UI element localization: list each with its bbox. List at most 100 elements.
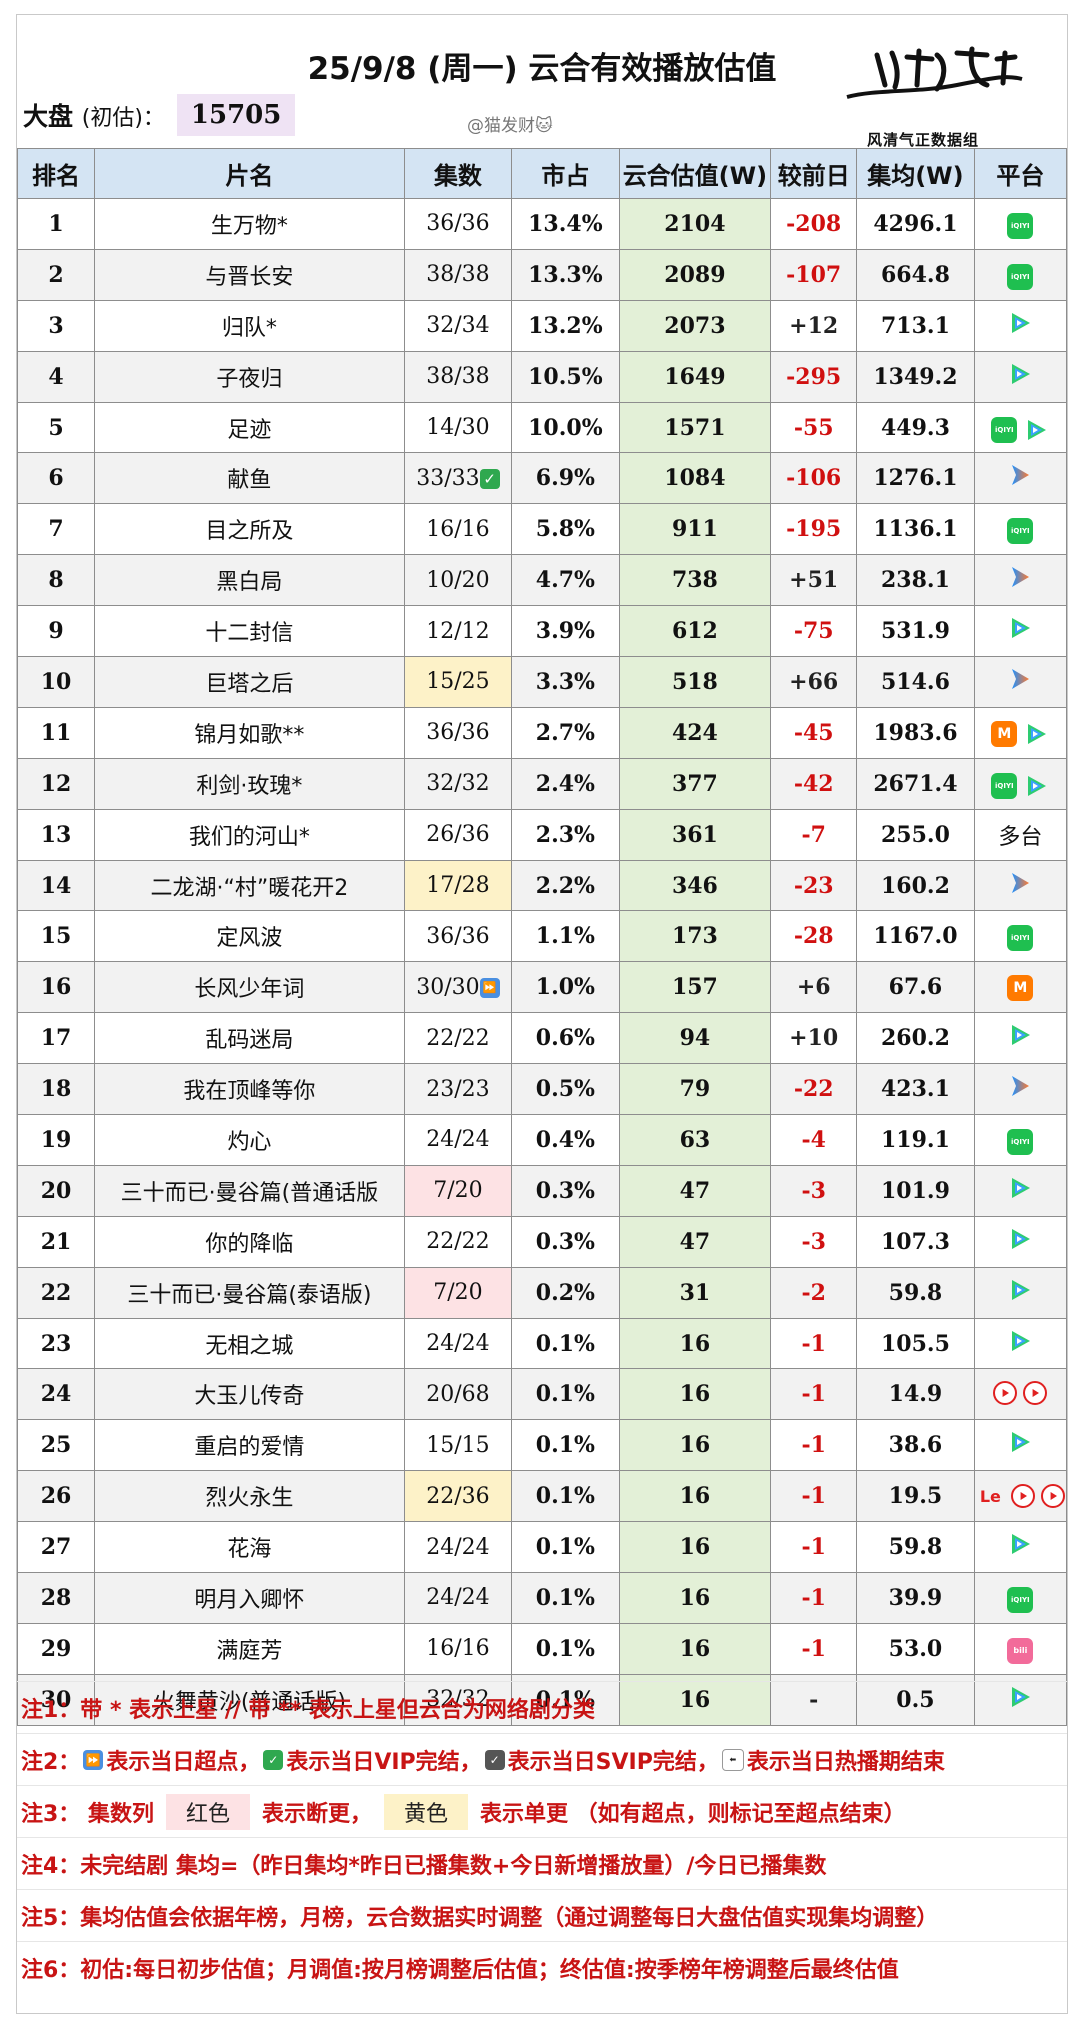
avg-cell: 53.0	[856, 1622, 975, 1675]
episodes-cell: 32/32	[403, 757, 513, 810]
fast-forward-icon: ⏩	[479, 977, 500, 998]
title-cell: 与晋长安	[94, 248, 405, 301]
iqiyi-icon: iQIYI	[1007, 518, 1034, 545]
change-cell: -55	[770, 401, 858, 454]
note-2-text-c: 表示当日SVIP完结，	[507, 1749, 719, 1775]
estimate-cell: 16	[618, 1673, 772, 1726]
avg-cell: 713.1	[856, 299, 975, 352]
share-cell: 0.1%	[511, 1622, 620, 1675]
rank-cell: 10	[16, 656, 96, 708]
rank-cell: 23	[16, 1317, 96, 1370]
change-cell: -1	[770, 1622, 858, 1675]
avg-cell: 1983.6	[856, 706, 975, 759]
avg-cell: 19.5	[856, 1470, 975, 1523]
col-title-header: 片名	[94, 148, 405, 199]
episodes-value: 15/15	[426, 1432, 490, 1458]
episodes-value: 20/68	[426, 1381, 490, 1407]
estimate-cell: 63	[618, 1114, 772, 1166]
avg-cell: 1276.1	[856, 452, 975, 505]
col-platform-header: 平台	[973, 148, 1068, 199]
avg-cell: 238.1	[856, 554, 975, 607]
share-cell: 2.2%	[511, 859, 620, 912]
youku-icon	[1007, 564, 1033, 590]
share-cell: 0.4%	[511, 1114, 620, 1166]
title-cell: 乱码迷局	[94, 1012, 405, 1065]
platform-cell	[973, 299, 1068, 352]
platform-icons	[993, 1381, 1048, 1406]
episodes-value: 38/38	[426, 262, 490, 288]
estimate-cell: 1084	[618, 452, 772, 505]
rank-cell: 25	[16, 1419, 96, 1472]
estimate-cell: 1571	[618, 401, 772, 454]
rank-cell: 17	[16, 1012, 96, 1065]
estimate-cell: 612	[618, 605, 772, 658]
episodes-value: 15/25	[426, 669, 490, 695]
episodes-cell: 36/36	[403, 706, 513, 759]
estimate-cell: 1649	[618, 350, 772, 403]
cctv-icon	[993, 1381, 1018, 1406]
table-row: 5 足迹 14/30 10.0% 1571 -55 449.3 iQIYI	[16, 401, 1068, 454]
note-3: 注3： 集数列 红色 表示断更， 黄色 表示单更 （如有超点，则标记至超点结束）	[17, 1785, 1067, 1837]
platform-icons: iQIYI	[1007, 263, 1034, 290]
table-row: 25 重启的爱情 15/15 0.1% 16 -1 38.6	[16, 1419, 1068, 1472]
fast-forward-icon: ⏩	[83, 1749, 104, 1770]
rank-cell: 29	[16, 1622, 96, 1675]
rank-cell: 7	[16, 503, 96, 556]
episodes-cell: 36/36	[403, 910, 513, 963]
rank-cell: 6	[16, 452, 96, 505]
table-row: 17 乱码迷局 22/22 0.6% 94 +10 260.2	[16, 1012, 1068, 1065]
episodes-value: 16/16	[426, 1636, 490, 1662]
author-handle: @猫发财🐱	[467, 116, 553, 136]
platform-icons: iQIYI	[1007, 212, 1034, 239]
platform-icons	[1007, 1073, 1033, 1099]
platform-icons	[1007, 666, 1033, 692]
table-row: 15 定风波 36/36 1.1% 173 -28 1167.0 iQIYI	[16, 910, 1068, 963]
share-cell: 6.9%	[511, 452, 620, 505]
change-cell: -42	[770, 757, 858, 810]
platform-icons	[1007, 1531, 1033, 1557]
rank-cell: 2	[16, 248, 96, 301]
episodes-value: 32/32	[426, 771, 490, 797]
platform-cell: iQIYI	[973, 198, 1068, 250]
avg-cell: 423.1	[856, 1063, 975, 1116]
share-cell: 3.3%	[511, 656, 620, 708]
platform-icons	[1007, 564, 1033, 590]
iqiyi-icon: iQIYI	[1007, 263, 1034, 290]
rank-cell: 18	[16, 1063, 96, 1116]
estimate-cell: 94	[618, 1012, 772, 1065]
platform-cell	[973, 452, 1068, 505]
tencent-icon	[1007, 1175, 1033, 1201]
platform-icons	[1007, 1684, 1033, 1710]
avg-cell: 38.6	[856, 1419, 975, 1472]
estimate-cell: 47	[618, 1215, 772, 1268]
estimate-cell: 738	[618, 554, 772, 607]
episodes-cell: 24/24	[403, 1114, 513, 1166]
platform-icons	[1007, 462, 1033, 488]
change-cell: -195	[770, 503, 858, 556]
note-4: 注4：未完结剧 集均=（昨日集均*昨日已播集数+今日新增播放量）/今日已播集数	[17, 1837, 1067, 1889]
episodes-cell: 24/24	[403, 1572, 513, 1624]
platform-icons: iQIYI	[1007, 1586, 1034, 1613]
episodes-value: 16/16	[426, 516, 490, 542]
avg-cell: 4296.1	[856, 198, 975, 250]
platform-cell: iQIYI	[973, 248, 1068, 301]
share-cell: 5.8%	[511, 503, 620, 556]
share-cell: 0.1%	[511, 1470, 620, 1523]
estimate-cell: 346	[618, 859, 772, 912]
iqiyi-icon: iQIYI	[1007, 1586, 1034, 1613]
youku-icon	[1007, 1073, 1033, 1099]
avg-cell: 14.9	[856, 1368, 975, 1421]
platform-cell	[973, 1164, 1068, 1217]
rank-cell: 11	[16, 706, 96, 759]
platform-cell: iQIYI	[973, 503, 1068, 556]
note-2-prefix: 注2：	[21, 1749, 81, 1775]
change-cell: +12	[770, 299, 858, 352]
episodes-cell: 23/23	[403, 1063, 513, 1116]
platform-cell: bili	[973, 1622, 1068, 1675]
iqiyi-icon: iQIYI	[1007, 212, 1034, 239]
table-row: 18 我在顶峰等你 23/23 0.5% 79 -22 423.1	[16, 1063, 1068, 1116]
youku-icon	[1007, 870, 1033, 896]
platform-icons	[1007, 615, 1033, 641]
change-cell: -3	[770, 1215, 858, 1268]
episodes-cell: 26/36	[403, 808, 513, 861]
